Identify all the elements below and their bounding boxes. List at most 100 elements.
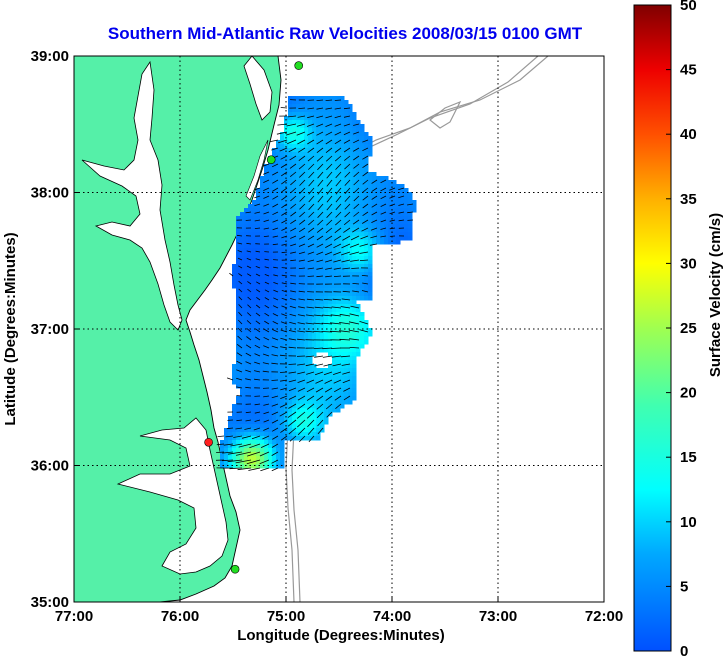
velocity-cell bbox=[360, 224, 365, 229]
velocity-vector bbox=[230, 443, 243, 447]
velocity-cell bbox=[320, 204, 325, 209]
velocity-cell bbox=[260, 396, 265, 401]
velocity-cell bbox=[256, 316, 261, 321]
velocity-cell bbox=[260, 292, 265, 297]
velocity-vector bbox=[308, 171, 315, 179]
velocity-cell bbox=[252, 396, 257, 401]
velocity-vector bbox=[238, 296, 243, 301]
velocity-cell bbox=[328, 344, 333, 349]
velocity-cell bbox=[324, 328, 329, 333]
velocity-cell bbox=[256, 292, 261, 297]
velocity-cell bbox=[292, 384, 297, 389]
velocity-cell bbox=[316, 116, 321, 121]
velocity-cell bbox=[268, 388, 273, 393]
velocity-vector bbox=[271, 467, 279, 472]
velocity-cell bbox=[264, 208, 269, 213]
velocity-cell bbox=[308, 204, 313, 209]
velocity-cell bbox=[332, 348, 337, 353]
colorbar-scale bbox=[633, 4, 672, 652]
velocity-cell bbox=[372, 184, 377, 189]
velocity-cell bbox=[320, 320, 325, 325]
velocity-cell bbox=[288, 204, 293, 209]
velocity-cell bbox=[308, 180, 313, 185]
velocity-cell bbox=[344, 312, 349, 317]
velocity-cell bbox=[260, 304, 265, 309]
velocity-vector bbox=[344, 163, 351, 170]
velocity-vector bbox=[298, 227, 306, 233]
velocity-cell bbox=[276, 340, 281, 345]
velocity-vector bbox=[370, 227, 378, 231]
velocity-cell bbox=[292, 432, 297, 437]
velocity-cell bbox=[240, 304, 245, 309]
velocity-cell bbox=[324, 248, 329, 253]
velocity-cell bbox=[232, 272, 237, 277]
velocity-cell bbox=[344, 316, 349, 321]
velocity-cell bbox=[268, 320, 273, 325]
velocity-cell bbox=[240, 308, 245, 313]
velocity-vector bbox=[271, 337, 279, 341]
velocity-vector bbox=[254, 353, 261, 357]
velocity-cell bbox=[240, 460, 245, 465]
velocity-cell bbox=[312, 316, 317, 321]
velocity-cell bbox=[288, 184, 293, 189]
velocity-cell bbox=[300, 144, 305, 149]
velocity-cell bbox=[308, 344, 313, 349]
velocity-cell bbox=[328, 316, 333, 321]
velocity-cell bbox=[408, 208, 413, 213]
velocity-cell bbox=[340, 404, 345, 409]
velocity-cell bbox=[360, 256, 365, 261]
velocity-cell bbox=[320, 208, 325, 213]
velocity-cell bbox=[288, 220, 293, 225]
velocity-cell bbox=[352, 220, 357, 225]
velocity-vector bbox=[333, 275, 342, 277]
velocity-cell bbox=[308, 112, 313, 117]
velocity-cell bbox=[328, 96, 333, 101]
velocity-vector bbox=[247, 304, 252, 309]
velocity-cell bbox=[388, 192, 393, 197]
velocity-cell bbox=[296, 308, 301, 313]
velocity-cell bbox=[272, 152, 277, 157]
velocity-cell bbox=[316, 368, 321, 373]
velocity-cell bbox=[236, 440, 241, 445]
velocity-vector bbox=[235, 451, 252, 456]
velocity-vector bbox=[348, 329, 360, 333]
velocity-cell bbox=[312, 348, 317, 353]
velocity-vector bbox=[272, 219, 279, 223]
velocity-cell bbox=[288, 272, 293, 277]
velocity-vector bbox=[280, 427, 288, 433]
velocity-cell bbox=[376, 232, 381, 237]
velocity-cell bbox=[312, 108, 317, 113]
velocity-cell bbox=[292, 372, 297, 377]
velocity-cell bbox=[360, 132, 365, 137]
velocity-cell bbox=[336, 256, 341, 261]
velocity-cell bbox=[328, 280, 333, 285]
velocity-vector bbox=[308, 203, 315, 211]
velocity-cell bbox=[312, 116, 317, 121]
velocity-cell bbox=[360, 296, 365, 301]
velocity-vector bbox=[256, 296, 261, 301]
velocity-cell bbox=[316, 420, 321, 425]
velocity-cell bbox=[260, 464, 265, 469]
velocity-cell bbox=[236, 316, 241, 321]
velocity-cell bbox=[328, 312, 333, 317]
velocity-cell bbox=[316, 180, 321, 185]
velocity-cell bbox=[312, 216, 317, 221]
velocity-cell bbox=[344, 208, 349, 213]
velocity-cell bbox=[380, 220, 385, 225]
velocity-cell bbox=[228, 416, 233, 421]
velocity-vector bbox=[360, 235, 369, 240]
velocity-cell bbox=[252, 420, 257, 425]
velocity-vector bbox=[238, 304, 243, 309]
velocity-cell bbox=[304, 384, 309, 389]
velocity-cell bbox=[300, 200, 305, 205]
velocity-cell bbox=[296, 328, 301, 333]
velocity-vector bbox=[362, 282, 369, 285]
velocity-cell bbox=[352, 180, 357, 185]
velocity-cell bbox=[288, 164, 293, 169]
velocity-vector bbox=[237, 265, 243, 269]
velocity-cell bbox=[316, 108, 321, 113]
velocity-vector bbox=[288, 395, 297, 400]
velocity-cell bbox=[312, 428, 317, 433]
velocity-cell bbox=[376, 192, 381, 197]
velocity-cell bbox=[348, 372, 353, 377]
